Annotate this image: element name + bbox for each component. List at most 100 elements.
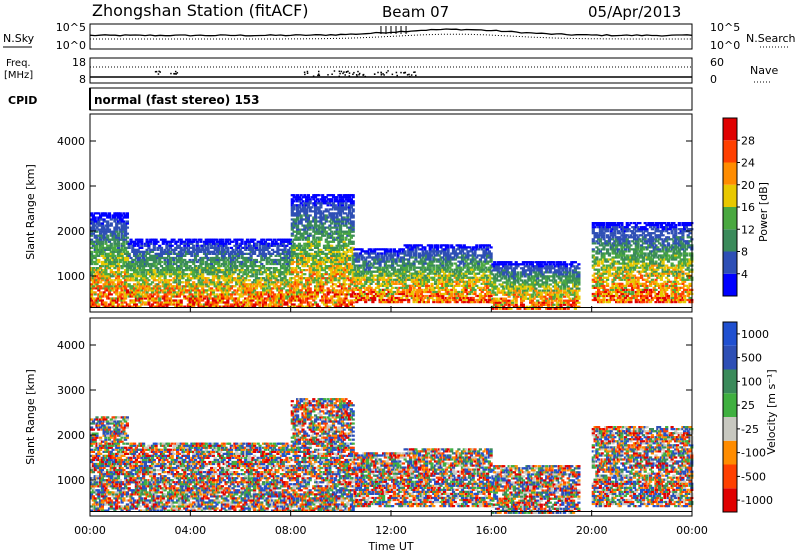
heatmap-cell (143, 279, 147, 282)
heatmap-cell (211, 269, 215, 272)
heatmap-cell (340, 267, 344, 270)
heatmap-cell (163, 277, 167, 280)
heatmap-cell (371, 278, 375, 281)
heatmap-cell (138, 297, 142, 300)
heatmap-cell (147, 273, 151, 276)
heatmap-cell (367, 270, 371, 273)
heatmap-cell (116, 248, 121, 251)
heatmap-cell (326, 210, 330, 213)
heatmap-cell (365, 288, 370, 291)
heatmap-cell (142, 287, 146, 290)
heatmap-cell (401, 292, 405, 296)
heatmap-cell (167, 260, 171, 264)
heatmap-cell (348, 210, 352, 213)
heatmap-cell (351, 287, 355, 290)
heatmap-cell (247, 291, 251, 294)
heatmap-cell (310, 240, 314, 243)
heatmap-cell (220, 242, 224, 245)
heatmap-cell (328, 299, 332, 302)
heatmap-cell (127, 293, 131, 296)
heatmap-cell (314, 279, 318, 282)
heatmap-cell (346, 269, 350, 272)
heatmap-cell (229, 281, 233, 284)
heatmap-cell (335, 226, 339, 229)
heatmap-cell (269, 277, 273, 280)
heatmap-cell (97, 218, 101, 221)
heatmap-cell (99, 295, 103, 298)
heatmap-cell (197, 299, 201, 302)
heatmap-cell (99, 275, 103, 278)
heatmap-cell (93, 216, 97, 219)
heatmap-cell (348, 238, 352, 241)
heatmap-cell (156, 303, 160, 306)
heatmap-cell (115, 260, 119, 264)
heatmap-cell (358, 274, 362, 277)
heatmap-cell (299, 279, 303, 282)
heatmap-cell (324, 210, 328, 213)
heatmap-cell (279, 297, 284, 300)
heatmap-cell (335, 206, 339, 209)
heatmap-cell (100, 228, 104, 231)
heatmap-cell (179, 293, 183, 296)
heatmap-cell (383, 301, 387, 304)
heatmap-cell (308, 267, 312, 270)
heatmap-cell (371, 290, 375, 294)
heatmap-cell (228, 254, 232, 257)
heatmap-cell (308, 242, 312, 245)
heatmap-cell (276, 262, 280, 266)
heatmap-cell (383, 292, 387, 296)
heatmap-cell (120, 218, 124, 221)
heatmap-cell (335, 248, 339, 251)
heatmap-cell (263, 244, 267, 247)
heatmap-cell (324, 265, 328, 268)
heatmap-cell (271, 291, 275, 294)
heatmap-cell (389, 258, 393, 261)
heatmap-cell (400, 268, 404, 271)
heatmap-cell (290, 234, 294, 237)
heatmap-cell (247, 246, 251, 249)
heatmap-cell (168, 256, 172, 260)
heatmap-cell (134, 256, 138, 260)
freq-dot (312, 75, 315, 77)
heatmap-cell (417, 256, 422, 259)
heatmap-cell (262, 242, 266, 245)
heatmap-cell (161, 297, 165, 300)
heatmap-cell (90, 234, 94, 237)
heatmap-cell (321, 228, 325, 231)
heatmap-cell (99, 228, 103, 231)
heatmap-cell (208, 273, 212, 276)
heatmap-cell (328, 256, 332, 260)
heatmap-cell (208, 283, 212, 286)
heatmap-cell (279, 281, 284, 284)
heatmap-cell (346, 299, 350, 302)
heatmap-cell (301, 273, 305, 276)
heatmap-cell (326, 248, 330, 251)
heatmap-cell (172, 277, 176, 280)
heatmap-cell (90, 232, 94, 235)
heatmap-cell (339, 299, 343, 302)
heatmap-cell (247, 258, 251, 262)
heatmap-cell (346, 271, 350, 274)
heatmap-cell (242, 283, 246, 286)
heatmap-cell (107, 238, 112, 241)
heatmap-cell (193, 291, 198, 294)
heatmap-cell (346, 258, 350, 262)
heatmap-cell (385, 286, 389, 289)
heatmap-cell (226, 250, 230, 253)
heatmap-cell (271, 240, 275, 243)
heatmap-cell (400, 278, 404, 281)
heatmap-cell (285, 238, 289, 241)
heatmap-cell (258, 250, 262, 253)
freq-dot (303, 71, 306, 74)
heatmap-cell (301, 234, 305, 237)
heatmap-cell (236, 293, 241, 296)
heatmap-cell (244, 271, 248, 274)
heatmap-cell (215, 271, 219, 274)
heatmap-cell (131, 293, 135, 296)
heatmap-cell (333, 301, 337, 304)
heatmap-cell (394, 286, 398, 289)
heatmap-cell (335, 271, 339, 274)
heatmap-cell (242, 291, 246, 294)
heatmap-cell (116, 275, 121, 278)
heatmap-cell (122, 299, 126, 302)
